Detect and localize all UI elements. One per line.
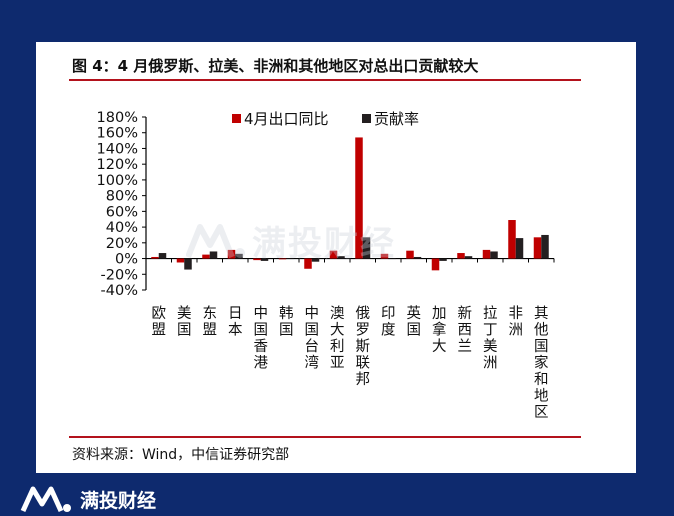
watermark-text: 满投财经 [252,224,396,264]
x-tick-label: 澳大利亚 [330,305,345,372]
y-tick-label: -20% [101,267,138,283]
bar [304,258,312,269]
bar [209,251,218,259]
x-tick-label: 欧盟 [152,305,167,339]
bar [380,253,389,259]
brand-logo-icon [20,486,71,513]
bar [541,234,549,259]
figure-card: 图 4：4 月俄罗斯、拉美、非洲和其他地区对总出口贡献较大 180% 160% 14… [36,42,636,473]
y-tick-label: 80% [106,189,138,205]
brand-name: 满投财经 [80,489,157,512]
y-tick-label: 160% [97,126,138,142]
brand-footer: 满投财经 [20,484,156,514]
x-tick-label: 其他国家和地区 [534,305,549,421]
title-divider [69,79,581,81]
bar [311,258,320,262]
x-tick-label: 非洲 [509,305,524,339]
legend-swatch [232,114,241,123]
x-axis-labels: 欧盟美国东盟日本中国香港韩国中国台湾澳大利亚俄罗斯联邦印度英国加拿大新西兰拉丁美… [152,304,549,421]
bar [388,258,396,260]
legend-label: 4月出口同比 [244,110,329,128]
x-tick-label: 俄罗斯联邦 [356,305,371,388]
bar [457,253,465,259]
x-tick-label: 印度 [381,305,396,339]
bar [184,258,192,270]
y-tick-label: 140% [97,141,138,157]
y-tick-label: 120% [97,157,138,173]
bar [337,256,345,259]
y-tick-label: 20% [106,236,138,252]
x-tick-label: 东盟 [203,305,218,339]
x-tick-label: 拉丁美洲 [483,305,498,372]
x-tick-label: 新西兰 [458,305,473,355]
y-tick-label: 180% [97,110,138,126]
y-tick-label: 100% [97,173,138,189]
y-tick-label: 60% [106,204,138,220]
bar [158,253,167,259]
bar [490,251,498,259]
legend-swatch [362,114,371,123]
y-tick-label: -40% [101,283,138,299]
x-tick-label: 中国台湾 [305,305,320,372]
legend: 4月出口同比 贡献率 [232,110,419,128]
bar [464,256,473,259]
x-tick-label: 中国香港 [254,305,269,372]
bar [508,220,516,259]
bar [260,258,269,261]
bar [227,249,236,259]
bar [515,238,524,259]
bar [202,254,210,259]
y-tick-label: 40% [106,220,138,236]
bar [439,258,447,261]
x-tick-label: 美国 [177,305,192,339]
bar [482,249,491,259]
bar [431,258,440,271]
x-tick-label: 加拿大 [432,305,447,355]
bar [406,250,414,259]
y-axis: 180%160%140%120%100%80%60%40%20%0%-20%-4… [97,110,554,299]
bar [413,256,422,259]
chart: 180%160%140%120%100%80%60%40%20%0%-20%-4… [97,110,555,421]
legend-label: 贡献率 [374,110,419,128]
bar [329,250,338,259]
bar [253,258,261,261]
source-divider [69,436,581,438]
bar-series [151,137,555,271]
x-tick-label: 韩国 [279,305,294,339]
bar [533,237,542,259]
x-tick-label: 日本 [228,306,243,339]
bar [151,256,159,259]
bar [286,258,294,260]
bar [176,258,185,263]
bar [362,237,371,259]
bar [235,253,243,259]
bar [278,258,287,260]
y-tick-label: 0% [115,252,138,268]
bar [355,137,363,259]
source-note: 资料来源：Wind，中信证券研究部 [72,447,290,463]
watermark: 满投财经 [186,216,396,265]
x-tick-label: 英国 [407,304,422,339]
figure-title: 图 4：4 月俄罗斯、拉美、非洲和其他地区对总出口贡献较大 [72,57,479,75]
watermark-logo-icon [186,223,245,258]
